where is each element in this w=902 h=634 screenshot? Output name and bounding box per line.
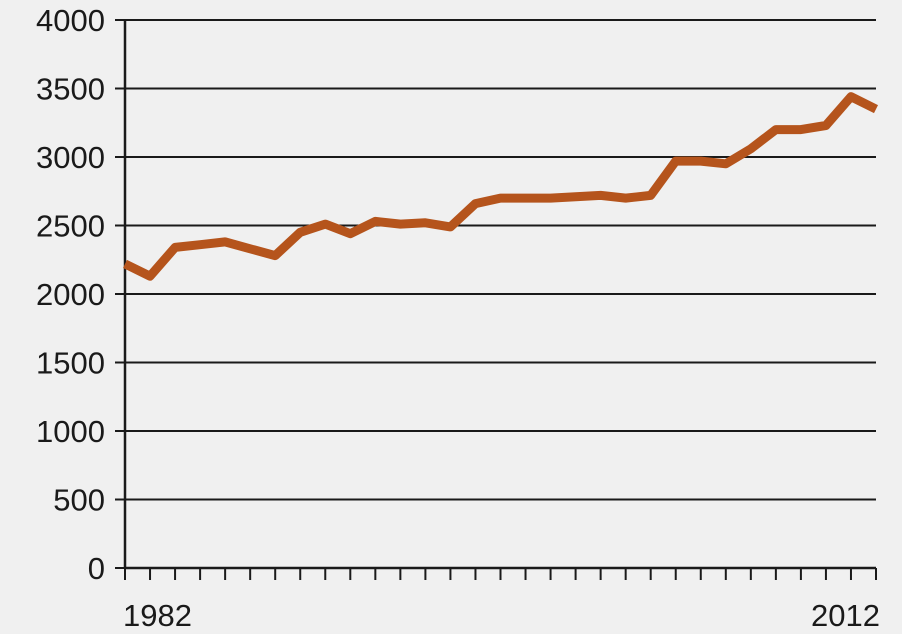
y-tick-labels: 0 500 1000 1500 2000 2500 3000 3500 4000	[36, 3, 105, 586]
y-tick-label: 1500	[36, 346, 105, 381]
y-tick-label: 500	[53, 483, 105, 518]
x-tick-labels: 1982 2012	[123, 598, 880, 633]
y-tick-label: 1000	[36, 414, 105, 449]
series	[123, 92, 878, 281]
gridlines	[125, 19, 876, 501]
series-line	[123, 92, 878, 281]
x-tick-label: 2012	[811, 598, 880, 633]
y-tick-label: 4000	[36, 3, 105, 38]
y-tick-label: 3000	[36, 140, 105, 175]
y-tick-label: 2500	[36, 209, 105, 244]
y-tick-label: 3500	[36, 72, 105, 107]
axes	[115, 19, 877, 580]
y-tick-label: 0	[88, 551, 105, 586]
y-tick-label: 2000	[36, 277, 105, 312]
x-tick-label: 1982	[123, 598, 192, 633]
